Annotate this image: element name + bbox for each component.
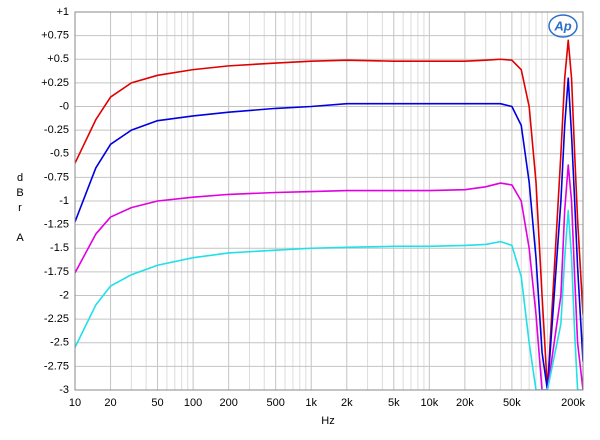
plot-border — [74, 11, 584, 391]
y-tick-label: -2.75 — [44, 360, 69, 372]
series-line — [75, 164, 583, 390]
x-tick-label: 20 — [104, 397, 116, 409]
y-tick-label: -2 — [59, 289, 69, 301]
y-tick-label: +0.5 — [47, 53, 69, 65]
x-tick-label: 50 — [151, 397, 163, 409]
y-tick-label: -0 — [59, 100, 69, 112]
y-tick-label: -2.25 — [44, 313, 69, 325]
y-tick-label: -0.25 — [44, 124, 69, 136]
y-tick-label: -1.25 — [44, 219, 69, 231]
x-tick-label: 5k — [388, 397, 400, 409]
y-tick-label: -0.5 — [50, 148, 69, 160]
y-axis-label: dBr A — [14, 172, 26, 247]
x-tick-label: 500 — [266, 397, 284, 409]
x-tick-label: 1k — [305, 397, 317, 409]
x-axis-label: Hz — [321, 415, 334, 427]
y-tick-label: -1 — [59, 195, 69, 207]
series-line — [75, 39, 583, 390]
x-tick-label: 20k — [456, 397, 474, 409]
y-tick-label: +0.25 — [41, 77, 69, 89]
y-tick-label: -2.5 — [50, 337, 69, 349]
y-tick-label: -3 — [59, 384, 69, 396]
series-line — [75, 209, 583, 390]
y-tick-label: -1.5 — [50, 242, 69, 254]
x-tick-label: 200 — [219, 397, 237, 409]
x-tick-label: 10 — [69, 397, 81, 409]
logo: Ap — [553, 18, 571, 33]
x-tick-label: 100 — [184, 397, 202, 409]
y-tick-label: -0.75 — [44, 171, 69, 183]
y-tick-label: +0.75 — [41, 30, 69, 42]
x-tick-label: 2k — [341, 397, 353, 409]
y-tick-label: +1 — [56, 6, 69, 18]
x-tick-label: 50k — [503, 397, 521, 409]
x-tick-label: 10k — [420, 397, 438, 409]
y-tick-label: -1.75 — [44, 266, 69, 278]
series-line — [75, 77, 583, 390]
x-tick-label: 200k — [561, 397, 585, 409]
logo-ring — [548, 14, 578, 38]
